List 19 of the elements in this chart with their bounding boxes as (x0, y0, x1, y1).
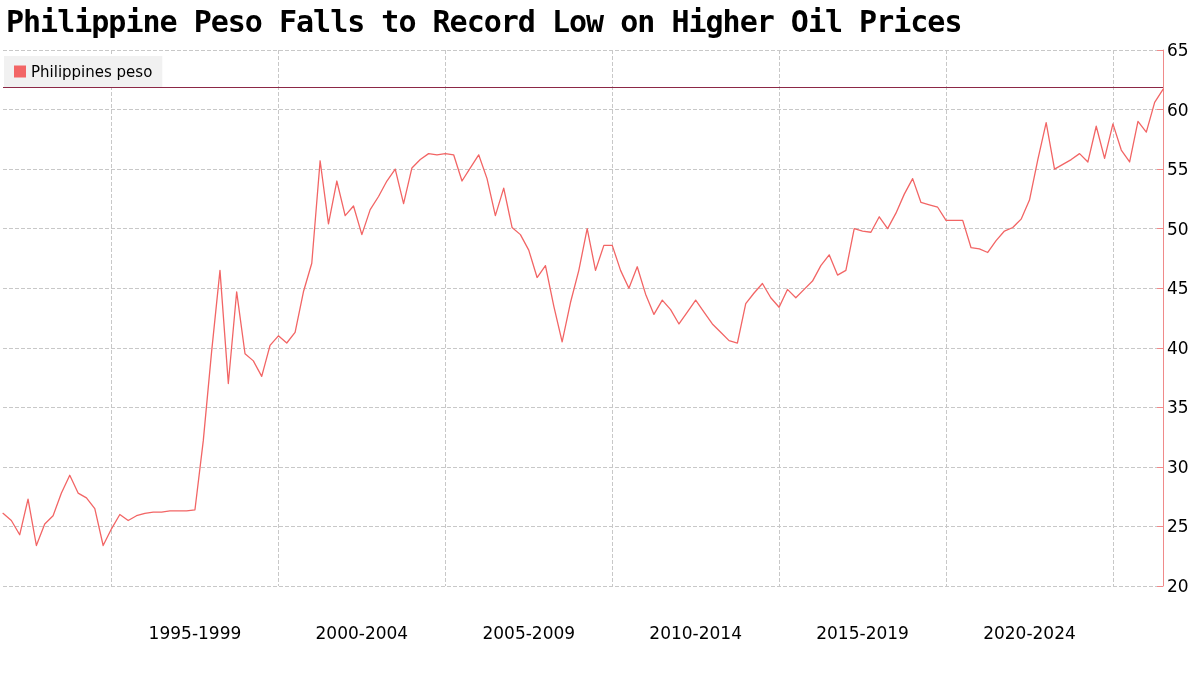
legend-label: Philippines peso (31, 62, 153, 81)
x-tick-label: 2000-2004 (315, 622, 409, 643)
y-tick-label: 30 (1167, 456, 1189, 477)
y-tick-label: 55 (1167, 159, 1189, 180)
x-tick-label: 2010-2014 (649, 622, 742, 643)
y-tick-label: 40 (1167, 337, 1189, 358)
y-tick-label: 25 (1167, 516, 1189, 537)
x-tick-label: 2015-2019 (816, 622, 909, 643)
line-series (2, 88, 1164, 547)
chart-title: Philippine Peso Falls to Record Low on Higher Oil Prices (6, 4, 962, 39)
y-tick-label: 50 (1167, 218, 1189, 239)
y-tick-label: 45 (1167, 278, 1189, 299)
x-tick-label: 2020-2024 (983, 622, 1076, 643)
y-tick-label: 65 (1167, 40, 1189, 60)
x-tick-label: 1995-1999 (148, 622, 242, 643)
y-tick-label: 60 (1167, 99, 1189, 120)
y-tick-label: 20 (1167, 576, 1189, 596)
y-tick-label: 35 (1167, 397, 1189, 418)
x-tick-label: 2005-2009 (482, 622, 576, 643)
